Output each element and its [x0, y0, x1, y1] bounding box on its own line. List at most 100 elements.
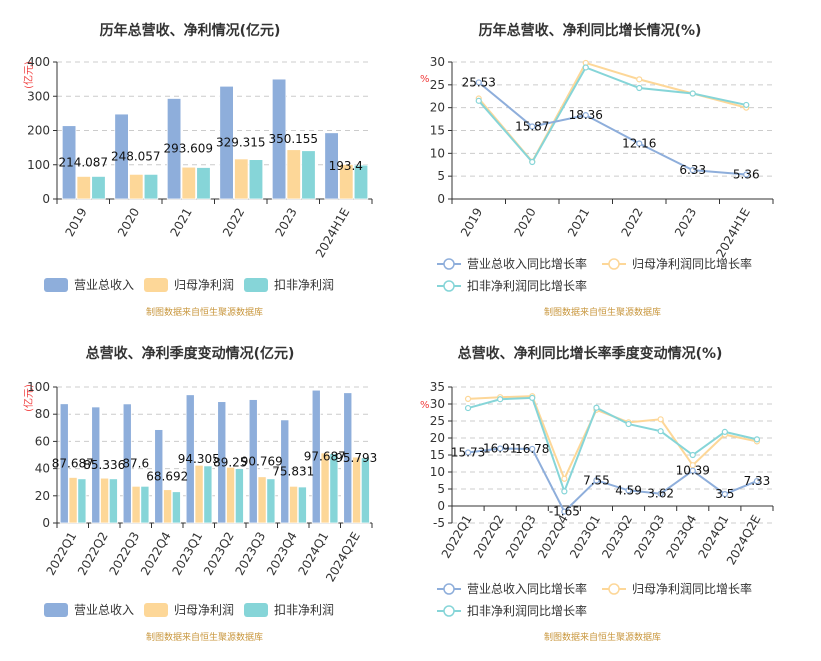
bar-net-profit — [76, 175, 91, 200]
bar-deducted-profit — [353, 164, 369, 200]
bar-revenue — [166, 98, 182, 200]
bar-deducted-profit — [329, 453, 339, 524]
source-watermark: 制图数据来自恒生聚源数据库 — [146, 306, 263, 318]
bar-net-profit — [181, 166, 196, 200]
y-axis-unit: % — [420, 400, 430, 411]
bar-revenue — [217, 401, 227, 524]
bar-net-profit — [339, 164, 354, 200]
source-watermark: 制图数据来自恒生聚源数据库 — [146, 631, 263, 643]
data-label: 7.33 — [744, 474, 771, 488]
bar-net-profit — [289, 485, 299, 524]
x-tick-label: 2019 — [458, 206, 485, 239]
chart-2: 历年总营收、净利同比增长情况(%)% 0 5 10 15 20 25 30 2019 2020 20… — [420, 22, 774, 318]
data-point — [561, 508, 568, 515]
data-label: 15.87 — [515, 120, 549, 134]
bar-revenue — [61, 125, 77, 200]
legend-item: 营业总收入同比增长率 — [437, 581, 587, 596]
legend-marker — [608, 583, 620, 595]
data-label: 214.087 — [58, 155, 108, 169]
line-deducted-profit-growth — [467, 396, 758, 495]
data-label: 3.5 — [715, 487, 734, 501]
y-tick-label: 0 — [42, 516, 50, 530]
x-tick-label: 2023Q4 — [663, 513, 699, 561]
legend-item: 扣非净利润 — [244, 603, 334, 617]
bar-net-profit — [257, 476, 267, 524]
legend-item: 营业总收入同比增长率 — [437, 256, 587, 271]
bar-deducted-profit — [234, 468, 244, 524]
data-point — [464, 449, 472, 456]
bar-net-profit — [286, 149, 302, 200]
data-label: 4.59 — [615, 483, 642, 497]
bar-deducted-profit — [140, 485, 150, 524]
bar-deducted-profit — [248, 159, 264, 200]
data-label: 25.53 — [462, 75, 496, 89]
data-point — [529, 123, 536, 130]
legend-item: 营业总收入 — [44, 603, 134, 617]
data-point — [743, 171, 750, 178]
data-point — [636, 76, 643, 83]
y-tick-label: 200 — [27, 124, 50, 138]
data-label: 5.36 — [733, 168, 760, 182]
legend-item: 归母净利润 — [144, 278, 234, 292]
x-tick-label: 2023Q3 — [631, 513, 667, 561]
y-tick-label: 40 — [35, 462, 50, 476]
x-tick-label: 2023Q1 — [567, 513, 603, 561]
data-point — [593, 477, 600, 484]
bar-net-profit — [320, 452, 330, 524]
data-point — [753, 436, 761, 443]
chart-3: 总营收、净利季度变动情况(亿元)(亿元)0204060801002022Q120… — [22, 345, 377, 643]
bar-revenue — [311, 389, 321, 524]
chart-4: 总营收、净利同比增长率季度变动情况(%)% -5 0 5 10 15 20 25 30 35 202… — [420, 345, 774, 643]
x-tick-label: 2022 — [618, 206, 645, 239]
legend-marker — [443, 280, 455, 292]
y-tick-label: 15 — [430, 448, 445, 462]
data-point — [625, 487, 632, 494]
bar-revenue — [91, 406, 101, 524]
data-point — [636, 140, 643, 147]
data-label: 95.793 — [335, 451, 377, 465]
x-tick-label: 2021 — [565, 206, 592, 239]
y-tick-label: 0 — [42, 192, 50, 206]
bar-revenue — [185, 394, 195, 524]
legend-label: 扣非净利润 — [274, 278, 334, 292]
chart-1: 历年总营收、净利情况(亿元) (亿元) 0 100 200 300 400 2019 2020 2… — [22, 22, 373, 318]
y-tick-label: 0 — [437, 192, 445, 206]
bar-net-profit — [352, 456, 362, 524]
y-axis-unit: % — [420, 74, 430, 85]
data-label: 16.91 — [483, 442, 517, 456]
legend-label: 归母净利润同比增长率 — [632, 581, 752, 596]
data-label: 6.33 — [679, 163, 706, 177]
bar-revenue — [280, 419, 290, 524]
line-deducted-profit-growth — [477, 66, 747, 164]
data-point — [582, 112, 589, 119]
legend-label: 营业总收入同比增长率 — [467, 256, 587, 271]
data-point — [689, 467, 696, 474]
bar-revenue — [219, 85, 234, 200]
y-tick-label: 25 — [430, 78, 445, 92]
data-label: 293.609 — [163, 142, 213, 156]
x-tick-label: 2024H1E — [313, 206, 353, 260]
x-tick-label: 2022Q4 — [535, 513, 571, 561]
legend-marker — [443, 605, 455, 617]
legend-swatch — [44, 278, 68, 292]
data-point — [464, 404, 472, 412]
data-point — [689, 90, 696, 97]
y-tick-label: 20 — [430, 431, 445, 445]
data-point — [464, 395, 472, 402]
data-point — [636, 84, 643, 92]
legend-label: 营业总收入 — [74, 603, 134, 617]
y-tick-label: 30 — [430, 55, 445, 69]
bar-revenue — [343, 392, 353, 524]
bar-revenue — [324, 132, 339, 200]
legend-item: 归母净利润同比增长率 — [602, 581, 752, 596]
chart-title: 总营收、净利同比增长率季度变动情况(%) — [458, 345, 723, 362]
legend-label: 扣非净利润同比增长率 — [467, 603, 587, 618]
x-tick-label: 2022Q2 — [471, 513, 507, 561]
bar-deducted-profit — [77, 478, 87, 524]
data-point — [721, 491, 728, 498]
bar-deducted-profit — [196, 167, 211, 200]
bar-deducted-profit — [297, 486, 307, 524]
data-point — [582, 64, 589, 71]
data-point — [529, 394, 536, 401]
chart-title: 历年总营收、净利同比增长情况(%) — [479, 22, 702, 39]
